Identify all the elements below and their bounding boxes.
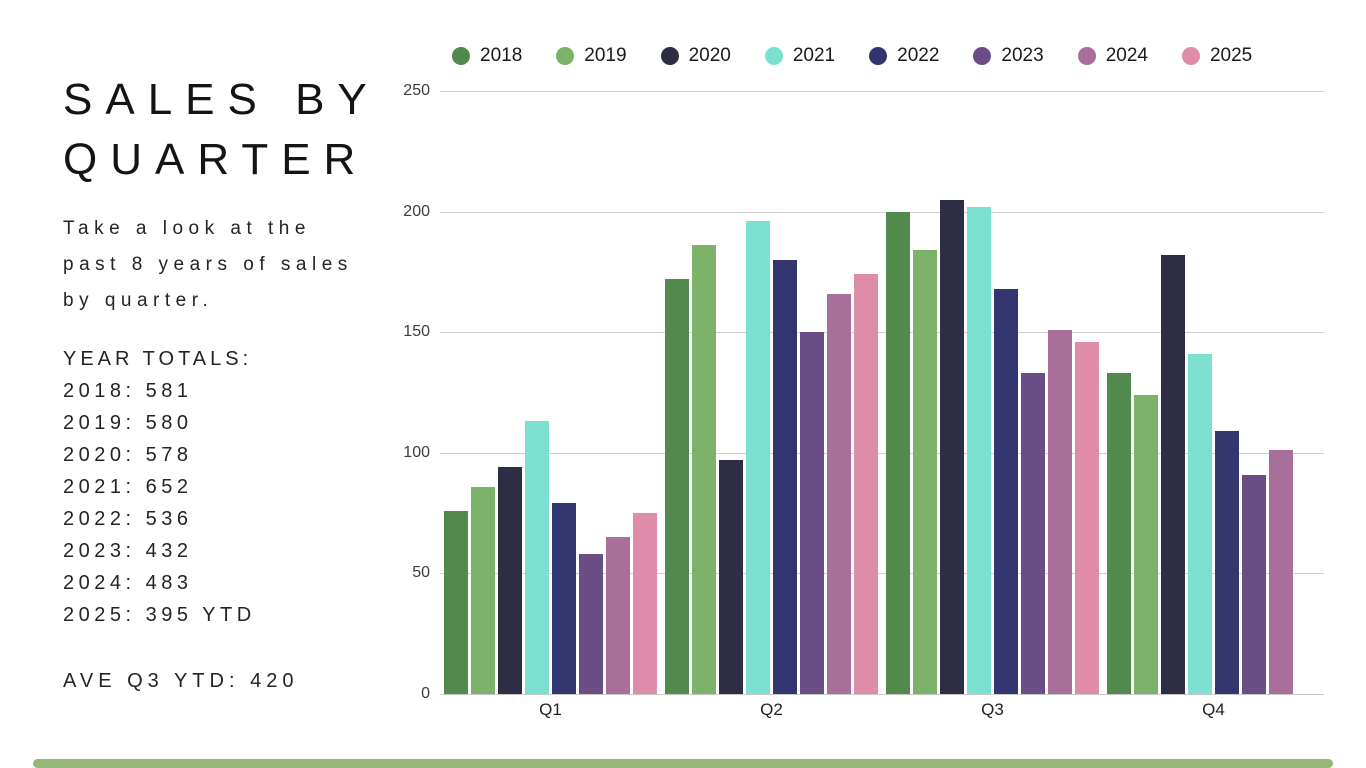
x-axis-label-Q3: Q3 — [981, 700, 1004, 719]
legend-dot-2024 — [1077, 47, 1096, 65]
legend-item-2019: 2019 — [556, 45, 627, 67]
legend-dot-2018 — [452, 47, 470, 65]
legend-item-2024: 2024 — [1077, 45, 1148, 67]
bar-2018-Q2 — [665, 279, 689, 694]
bar-2018-Q1 — [444, 511, 468, 694]
gridline-100 — [440, 452, 1324, 454]
year-total-2024: 2024: 483 — [63, 572, 193, 594]
year-total-2019: 2019: 580 — [63, 412, 193, 434]
y-axis-label-100: 100 — [403, 443, 430, 461]
bar-2024-Q1 — [606, 537, 630, 694]
legend-dot-2025 — [1181, 47, 1200, 65]
legend-item-2018: 2018 — [452, 45, 522, 67]
legend-item-2023: 2023 — [973, 45, 1044, 67]
bar-group-Q3 — [882, 91, 1103, 694]
legend-dot-2019 — [556, 47, 575, 65]
year-total-2025: 2025: 395 YTD — [63, 604, 256, 626]
legend-dot-2020 — [660, 47, 679, 65]
legend-label: 2021 — [792, 45, 836, 66]
x-axis-label-Q4: Q4 — [1202, 700, 1225, 719]
gridline-250 — [440, 91, 1324, 92]
bar-2024-Q3 — [1048, 330, 1072, 694]
bar-2025-Q1 — [633, 513, 657, 694]
bar-2018-Q3 — [886, 212, 910, 694]
bar-group-Q1 — [440, 91, 661, 694]
average-q3-ytd: AVE Q3 YTD: 420 — [63, 670, 299, 692]
bar-2020-Q2 — [719, 460, 743, 694]
bar-2021-Q3 — [967, 207, 991, 694]
bar-2021-Q1 — [525, 421, 549, 694]
gridline-50 — [440, 573, 1324, 575]
x-axis-label-Q1: Q1 — [539, 700, 562, 719]
legend-item-2022: 2022 — [869, 45, 939, 67]
gridline-200 — [440, 211, 1324, 213]
bar-2023-Q1 — [579, 554, 603, 694]
bar-2020-Q4 — [1161, 255, 1185, 694]
legend-item-2025: 2025 — [1181, 45, 1253, 67]
bar-2019-Q2 — [692, 245, 716, 694]
bar-2022-Q1 — [552, 503, 576, 694]
bar-2025-Q3 — [1075, 342, 1099, 694]
bar-2022-Q3 — [994, 289, 1018, 694]
bar-2019-Q1 — [471, 487, 495, 694]
legend-dot-2023 — [973, 47, 992, 65]
x-axis-label-Q2: Q2 — [760, 700, 783, 719]
year-totals-heading: YEAR TOTALS: — [63, 348, 253, 370]
y-axis-label-50: 50 — [412, 564, 430, 582]
left-text-panel: SALES BY QUARTER Take a look at the past… — [63, 70, 418, 697]
year-total-2023: 2023: 432 — [63, 540, 193, 562]
bar-2024-Q2 — [827, 294, 851, 694]
legend-label: 2024 — [1105, 45, 1148, 66]
bottom-accent-bar — [33, 759, 1333, 768]
legend-label: 2019 — [584, 45, 627, 66]
bar-2024-Q4 — [1269, 450, 1293, 694]
legend-dot-2022 — [869, 47, 888, 65]
year-total-2022: 2022: 536 — [63, 508, 193, 530]
bar-2021-Q2 — [746, 221, 770, 694]
bar-group-Q4 — [1103, 91, 1324, 694]
description-text: Take a look at the past 8 years of sales… — [63, 218, 353, 311]
legend-label: 2020 — [688, 45, 731, 66]
legend-label: 2022 — [897, 45, 940, 66]
legend-item-2021: 2021 — [764, 45, 836, 67]
chart-legend: 2018 2019 2020 2021 2022 2023 2024 2025 — [452, 45, 1252, 67]
bar-2025-Q2 — [854, 274, 878, 694]
y-axis-label-150: 150 — [403, 323, 430, 341]
bar-2020-Q3 — [940, 200, 964, 694]
legend-label: 2018 — [480, 45, 523, 66]
y-axis-label-0: 0 — [421, 685, 430, 702]
bar-2023-Q2 — [800, 332, 824, 694]
legend-dot-2021 — [764, 47, 783, 65]
bar-2018-Q4 — [1107, 373, 1131, 694]
year-total-2021: 2021: 652 — [63, 476, 193, 498]
year-total-2018: 2018: 581 — [63, 380, 193, 402]
page-title: SALES BY QUARTER — [63, 75, 380, 184]
legend-label: 2025 — [1209, 45, 1253, 66]
y-axis-label-200: 200 — [403, 202, 430, 220]
bar-2023-Q4 — [1242, 475, 1266, 694]
legend-label: 2023 — [1001, 45, 1044, 66]
gridline-0 — [440, 694, 1324, 695]
bar-2022-Q2 — [773, 260, 797, 694]
bar-2019-Q3 — [913, 250, 937, 694]
bar-2020-Q1 — [498, 467, 522, 694]
bar-2021-Q4 — [1188, 354, 1212, 694]
bar-2023-Q3 — [1021, 373, 1045, 694]
y-axis-label-250: 250 — [403, 82, 430, 99]
legend-item-2020: 2020 — [660, 45, 731, 67]
year-total-2020: 2020: 578 — [63, 444, 193, 466]
gridline-150 — [440, 332, 1324, 334]
bar-chart — [440, 91, 1324, 695]
bar-group-Q2 — [661, 91, 882, 694]
bar-2022-Q4 — [1215, 431, 1239, 694]
bar-2019-Q4 — [1134, 395, 1158, 694]
